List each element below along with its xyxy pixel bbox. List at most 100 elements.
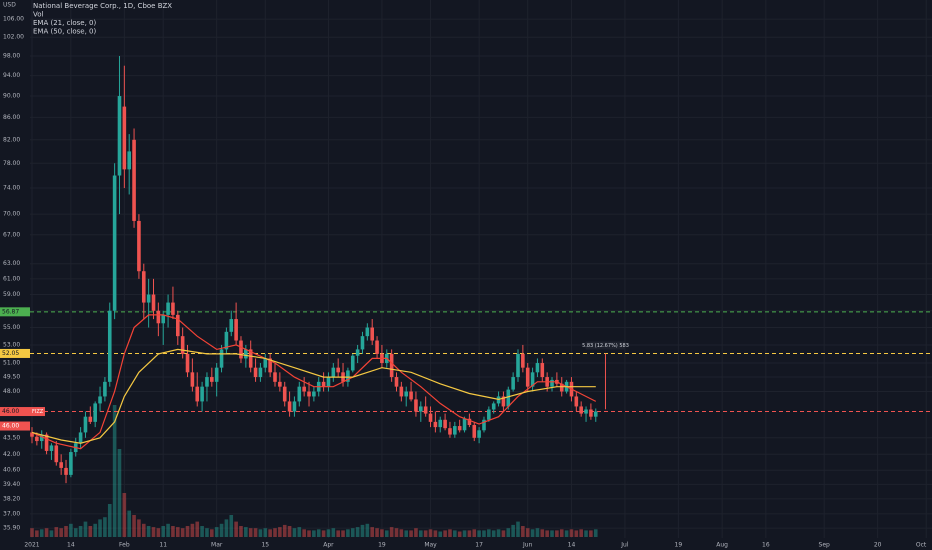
y-tick-label: 38.20 bbox=[3, 495, 20, 502]
candle-body bbox=[433, 421, 438, 428]
x-tick-label: May bbox=[424, 542, 437, 549]
volume-bar bbox=[112, 405, 117, 537]
candle-body bbox=[482, 419, 486, 431]
candle-body bbox=[487, 409, 491, 420]
candle-body bbox=[419, 406, 423, 412]
volume-bar bbox=[83, 521, 88, 537]
candle-body bbox=[584, 409, 588, 414]
volume-bar bbox=[564, 530, 569, 537]
ema-line bbox=[31, 348, 596, 444]
volume-bar bbox=[496, 529, 501, 537]
volume-bar bbox=[559, 529, 564, 537]
candle-body bbox=[477, 430, 481, 438]
candle-body bbox=[98, 396, 102, 404]
volume-bar bbox=[321, 530, 326, 537]
volume-bar bbox=[127, 510, 131, 537]
candle-body bbox=[423, 406, 428, 414]
candle-body bbox=[282, 386, 287, 402]
y-tick-label: 49.50 bbox=[3, 374, 20, 381]
last-price-tag bbox=[0, 421, 30, 431]
volume-bar bbox=[316, 529, 321, 537]
volume-bar bbox=[414, 528, 418, 537]
candle-body bbox=[370, 327, 374, 341]
y-tick-label: 94.00 bbox=[3, 72, 20, 79]
y-tick-label: 70.00 bbox=[3, 211, 20, 218]
candle-body bbox=[195, 386, 200, 402]
volume-bar bbox=[593, 529, 598, 537]
volume-bar bbox=[166, 523, 170, 537]
candle-body bbox=[107, 310, 112, 382]
volume-bar bbox=[59, 528, 63, 537]
volume-bar bbox=[176, 527, 180, 537]
y-tick-label: 98.00 bbox=[3, 53, 20, 60]
volume-bar bbox=[535, 528, 540, 537]
volume-bar bbox=[312, 530, 316, 537]
candle-body bbox=[525, 367, 530, 387]
volume-bar bbox=[122, 493, 127, 537]
volume-bar bbox=[336, 530, 340, 537]
candle-body bbox=[161, 314, 166, 324]
volume-bar bbox=[355, 527, 360, 537]
volume-bar bbox=[161, 526, 166, 537]
x-tick-label: 19 bbox=[378, 542, 386, 549]
candle-body bbox=[49, 445, 54, 451]
candle-body bbox=[176, 314, 180, 337]
y-tick-label: 102.00 bbox=[3, 34, 24, 41]
volume-bar bbox=[428, 529, 433, 537]
legend-entry: Vol bbox=[33, 11, 44, 19]
candle-body bbox=[540, 363, 545, 378]
candle-body bbox=[404, 391, 409, 397]
candle-body bbox=[180, 336, 185, 354]
volume-bar bbox=[273, 528, 277, 537]
volume-bar bbox=[190, 523, 195, 537]
volume-bar bbox=[219, 523, 224, 537]
candle-body bbox=[103, 381, 107, 397]
y-tick-label: 61.00 bbox=[3, 275, 20, 282]
candle-body bbox=[292, 401, 297, 412]
candle-body bbox=[360, 336, 365, 350]
x-tick-label: Mar bbox=[211, 542, 223, 549]
legend-entry: National Beverage Corp., 1D, Cboe BZX bbox=[33, 2, 172, 10]
volume-bar bbox=[409, 530, 413, 537]
x-tick-label: 16 bbox=[762, 542, 770, 549]
volume-bar bbox=[389, 527, 394, 537]
candle-body bbox=[137, 220, 141, 272]
candle-body bbox=[574, 396, 579, 407]
candle-body bbox=[350, 355, 355, 371]
level-label: 46.00 bbox=[2, 408, 19, 415]
volume-bar bbox=[117, 449, 122, 537]
x-tick-label: 15 bbox=[261, 542, 269, 549]
candle-body bbox=[30, 432, 34, 437]
volume-bar bbox=[419, 530, 423, 537]
candle-body bbox=[326, 377, 331, 387]
x-tick-label: Oct bbox=[916, 542, 927, 549]
candle-body bbox=[244, 349, 248, 359]
x-tick-label: 2021 bbox=[24, 542, 39, 549]
x-tick-label: 19 bbox=[675, 542, 683, 549]
volume-bar bbox=[530, 529, 535, 537]
volume-bar bbox=[78, 526, 83, 537]
volume-bar bbox=[462, 530, 467, 537]
x-tick-label: Sep bbox=[819, 542, 831, 549]
volume-bar bbox=[453, 530, 457, 537]
volume-bar bbox=[210, 529, 214, 537]
volume-bar bbox=[69, 523, 73, 537]
candle-body bbox=[156, 310, 161, 324]
volume-bar bbox=[448, 529, 452, 537]
y-tick-label: 35.90 bbox=[3, 525, 20, 532]
candle-body bbox=[151, 294, 156, 311]
volume-bar bbox=[30, 528, 34, 537]
candle-body bbox=[511, 377, 515, 390]
volume-bar bbox=[229, 515, 234, 537]
candle-body bbox=[171, 302, 175, 315]
volume-bar bbox=[399, 529, 404, 537]
candle-body bbox=[64, 467, 68, 475]
y-tick-label: 59.00 bbox=[3, 291, 20, 298]
candle-body bbox=[302, 386, 306, 392]
volume-bar bbox=[404, 530, 409, 537]
volume-bar bbox=[297, 527, 302, 537]
last-price-label: 46.00 bbox=[2, 423, 19, 430]
y-tick-label: 82.00 bbox=[3, 136, 20, 143]
